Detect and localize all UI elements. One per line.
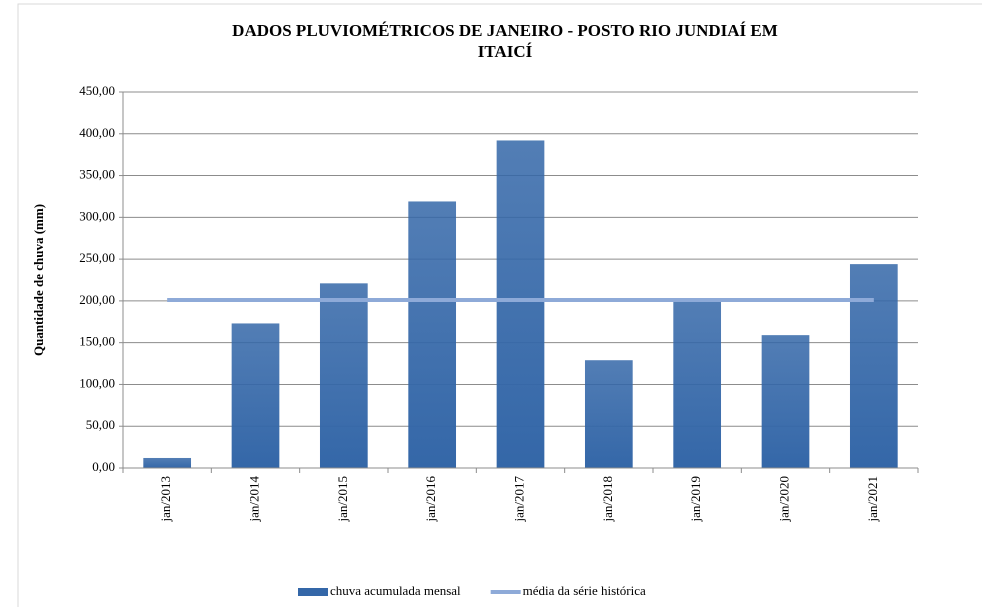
legend-label: chuva acumulada mensal [330, 583, 461, 598]
bar [231, 323, 280, 468]
x-tick-label: jan/2019 [688, 476, 703, 523]
y-tick-label: 400,00 [79, 125, 115, 140]
bar [496, 140, 545, 468]
chart-title-line2: ITAICÍ [478, 42, 533, 61]
y-tick-label: 100,00 [79, 375, 115, 390]
bar [761, 335, 810, 468]
y-tick-label: 450,00 [79, 83, 115, 98]
x-tick-label: jan/2016 [423, 476, 438, 523]
x-tick-label: jan/2015 [335, 476, 350, 523]
bar [319, 283, 368, 468]
chart-title: DADOS PLUVIOMÉTRICOS DE JANEIRO - POSTO … [232, 21, 778, 40]
y-tick-label: 300,00 [79, 208, 115, 223]
x-tick-label: jan/2021 [865, 476, 880, 523]
y-tick-label: 150,00 [79, 334, 115, 349]
bar [584, 360, 633, 468]
y-tick-label: 250,00 [79, 250, 115, 265]
x-tick-label: jan/2017 [511, 476, 526, 523]
x-tick-label: jan/2013 [158, 476, 173, 523]
x-tick-label: jan/2014 [246, 476, 261, 523]
x-tick-label: jan/2020 [776, 476, 791, 523]
y-tick-label: 0,00 [92, 459, 115, 474]
y-tick-label: 350,00 [79, 167, 115, 182]
bar [673, 300, 722, 468]
bar [143, 457, 192, 468]
x-tick-label: jan/2018 [600, 476, 615, 523]
y-tick-label: 50,00 [86, 417, 115, 432]
bar [408, 201, 457, 469]
legend-swatch [298, 588, 328, 596]
legend-label: média da série histórica [523, 583, 646, 598]
y-axis-title: Quantidade de chuva (mm) [31, 204, 46, 356]
bar [849, 264, 898, 468]
y-tick-label: 200,00 [79, 292, 115, 307]
